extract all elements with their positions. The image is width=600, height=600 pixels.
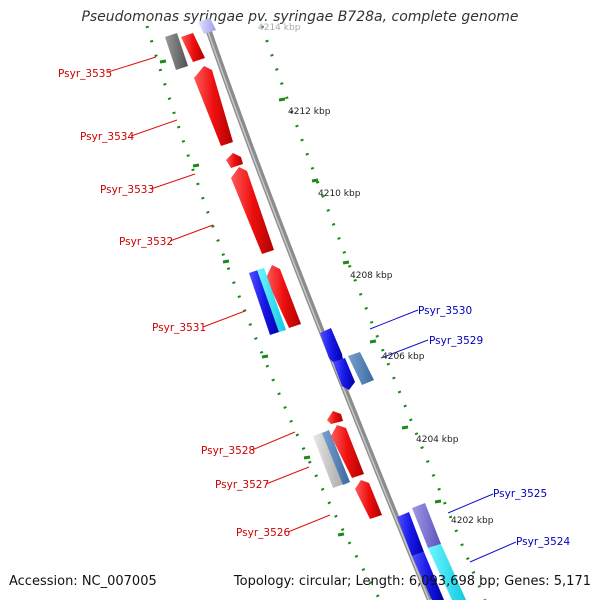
- gene-psyr-3526-arrow[interactable]: [355, 480, 382, 519]
- gene-neighbor-lavender-arrow[interactable]: [198, 18, 216, 34]
- reverse-leader-lines: [107, 56, 331, 533]
- gene-label-psyr-3532[interactable]: Psyr_3532: [119, 236, 173, 248]
- gene-label-psyr-3525[interactable]: Psyr_3525: [493, 488, 547, 500]
- gene-label-psyr-3533[interactable]: Psyr_3533: [100, 184, 154, 196]
- gene-psyr-3535-arrow[interactable]: [181, 33, 205, 62]
- topology-info: Topology: circular; Length: 6,093,698 bp…: [233, 574, 591, 589]
- gene-psyr-3531-arrow[interactable]: [266, 265, 301, 328]
- gene-psyr-3534-arrow[interactable]: [194, 66, 233, 146]
- scale-label-4212: 4212 kbp: [288, 107, 331, 117]
- gene-psyr-3531-neighbor-cyan[interactable]: [257, 268, 286, 332]
- gene-psyr-3531-neighbor-blue[interactable]: [249, 270, 279, 335]
- gene-label-psyr-3528[interactable]: Psyr_3528: [201, 445, 255, 457]
- scale-label-4204: 4204 kbp: [416, 435, 459, 445]
- forward-leader-lines: [369, 309, 517, 563]
- inner-ring-major-ticks: [159, 59, 345, 537]
- scale-label-4208: 4208 kbp: [350, 271, 393, 281]
- gene-label-psyr-3531[interactable]: Psyr_3531: [152, 322, 206, 334]
- scale-label-4214: 4214 kbp: [258, 23, 301, 33]
- gene-label-psyr-3527[interactable]: Psyr_3527: [215, 479, 269, 491]
- gene-psyr-3533-arrow[interactable]: [226, 153, 243, 168]
- gene-label-psyr-3534[interactable]: Psyr_3534: [80, 131, 134, 143]
- genome-backbone: [202, 19, 433, 600]
- gene-label-psyr-3535[interactable]: Psyr_3535: [58, 68, 112, 80]
- gene-psyr-3530-arrow[interactable]: [320, 328, 343, 362]
- scale-label-4202: 4202 kbp: [451, 516, 494, 526]
- accession-info: Accession: NC_007005: [9, 574, 157, 589]
- genome-backbone-highlight: [203, 19, 430, 600]
- gene-label-psyr-3526[interactable]: Psyr_3526: [236, 527, 290, 539]
- scale-label-4210: 4210 kbp: [318, 189, 361, 199]
- scale-labels: 4214 kbp 4212 kbp 4210 kbp 4208 kbp 4206…: [258, 23, 494, 526]
- outer-ring-major-ticks: [278, 97, 442, 504]
- gene-psyr-3527-neighbor-gray[interactable]: [313, 432, 344, 488]
- gene-psyr-3527-arrow[interactable]: [331, 425, 364, 478]
- gene-label-psyr-3530[interactable]: Psyr_3530: [418, 305, 472, 317]
- gene-psyr-3529-arrow[interactable]: [333, 358, 355, 390]
- genome-title: Pseudomonas syringae pv. syringae B728a,…: [81, 9, 519, 25]
- gene-neighbor-gray-arrow[interactable]: [165, 33, 188, 70]
- gene-psyr-3532-arrow[interactable]: [231, 167, 274, 254]
- gene-cyan-arrow[interactable]: [428, 544, 466, 600]
- gene-psyr-3527-neighbor-steel[interactable]: [322, 430, 350, 485]
- gene-purple-arrow[interactable]: [412, 503, 441, 548]
- gene-label-psyr-3529[interactable]: Psyr_3529: [429, 335, 483, 347]
- gene-label-psyr-3524[interactable]: Psyr_3524: [516, 536, 570, 548]
- gene-psyr-3525-arrow[interactable]: [397, 512, 424, 556]
- gene-psyr-3528-arrow[interactable]: [327, 411, 343, 424]
- scale-label-4206: 4206 kbp: [382, 352, 425, 362]
- gene-psyr-3524-arrow[interactable]: [412, 552, 444, 600]
- gene-labels: Psyr_3535 Psyr_3534 Psyr_3533 Psyr_3532 …: [58, 68, 570, 548]
- gene-steel-arrow[interactable]: [348, 352, 374, 385]
